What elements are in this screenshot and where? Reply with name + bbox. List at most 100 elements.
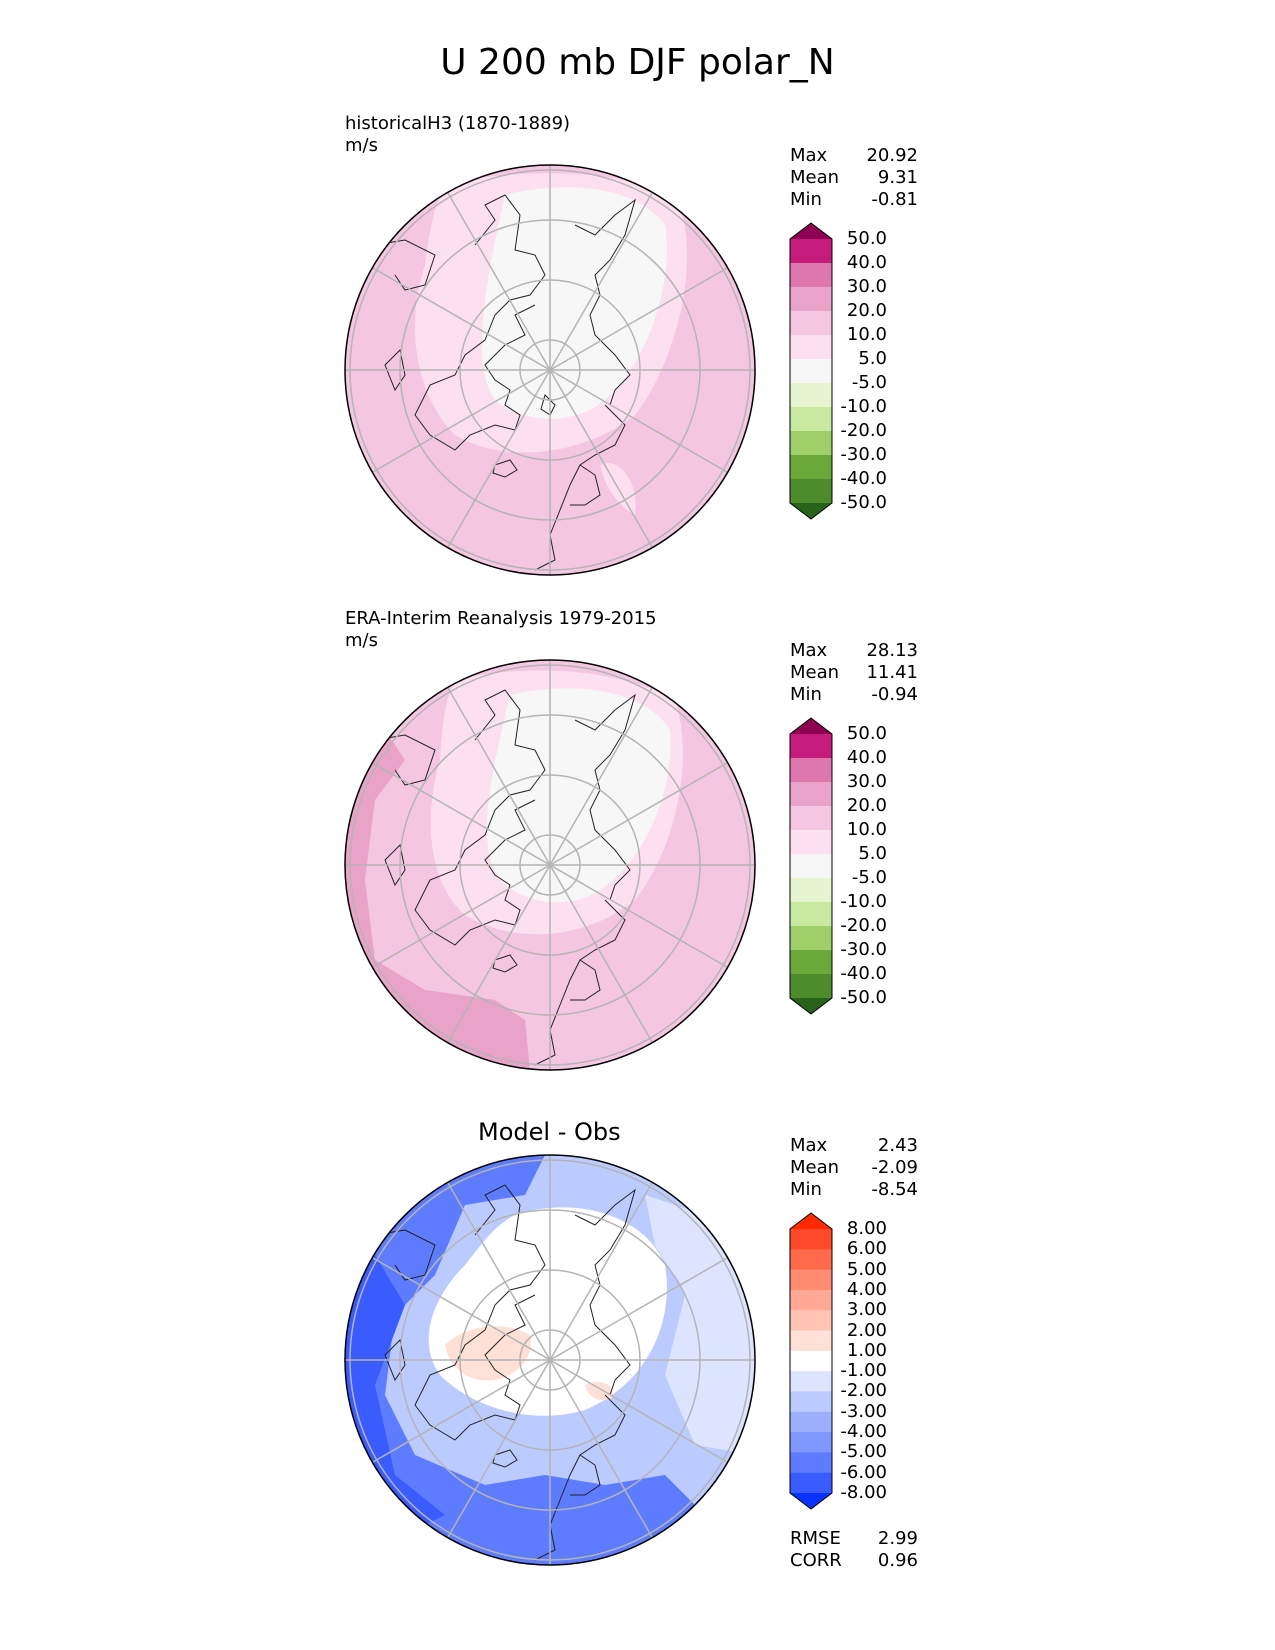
- colorbar-segment: [790, 1452, 832, 1474]
- map-3-boundary: [344, 1154, 756, 1566]
- colorbar-tick-label: -30.0: [840, 444, 887, 465]
- map-1-band-core: [481, 187, 667, 419]
- colorbar-outline: [789, 717, 833, 1015]
- colorbar-tick-label: 20.0: [846, 795, 887, 816]
- stat-value: 9.31: [877, 167, 918, 188]
- colorbar-segment: [790, 1330, 832, 1352]
- panel-3-title: Model - Obs: [478, 1118, 621, 1146]
- colorbar-outline: [789, 1212, 833, 1510]
- map-2-coastlines: [374, 689, 636, 1066]
- stat-label: Max: [790, 145, 828, 166]
- colorbar-tick-label: -40.0: [840, 468, 887, 489]
- panel-2-map: [344, 659, 756, 1071]
- stat-label: Min: [790, 684, 822, 705]
- colorbar-segment: [790, 1249, 832, 1271]
- colorbar-segment: [790, 287, 832, 312]
- colorbar-tick-label: 40.0: [846, 252, 887, 273]
- colorbar-tick-label: 20.0: [846, 300, 887, 321]
- colorbar-tick-label: -40.0: [840, 963, 887, 984]
- map-3-weak-neg: [645, 1195, 755, 1455]
- colorbar-segment: [790, 263, 832, 288]
- panel-1-units: m/s: [345, 135, 378, 156]
- map-1-coastlines: [374, 194, 636, 571]
- colorbar-tick-label: 6.00: [846, 1238, 887, 1260]
- colorbar-segment: [790, 455, 832, 480]
- map-2-band-core: [486, 688, 671, 903]
- colorbar-tick-label: 10.0: [846, 324, 887, 345]
- colorbar-tick-label: 5.0: [858, 348, 887, 369]
- colorbar-tick-label: -5.00: [840, 1441, 887, 1463]
- colorbar-tick-label: 3.00: [846, 1299, 887, 1321]
- colorbar-tick-label: 5.0: [858, 843, 887, 864]
- colorbar-segment: [790, 1371, 832, 1392]
- metric-label: CORR: [790, 1550, 842, 1571]
- colorbar-tick-label: 1.00: [846, 1339, 887, 1361]
- colorbar-segment: [790, 383, 832, 408]
- colorbar-tick-label: 5.00: [846, 1258, 887, 1280]
- stat-value: -2.09: [871, 1157, 918, 1178]
- colorbar-tick-label: 30.0: [846, 771, 887, 792]
- panel-1-title: historicalH3 (1870-1889): [345, 113, 571, 134]
- map-1-graticule: [345, 165, 755, 575]
- colorbar-tick-label: -10.0: [840, 891, 887, 912]
- panel-2-stats: Max 28.13 Mean 11.41 Min -0.94: [790, 640, 918, 706]
- colorbar-extend-min: [790, 998, 832, 1014]
- colorbar-extend-max: [790, 223, 832, 239]
- colorbar-segment: [790, 806, 832, 831]
- panel-1-map: [344, 164, 756, 576]
- colorbar-segment: [790, 479, 832, 504]
- colorbar-outline: [789, 222, 833, 520]
- colorbar-tick-label: 50.0: [846, 723, 887, 744]
- panel-1-colorbar: [789, 222, 833, 520]
- stat-label: Max: [790, 1135, 828, 1156]
- map-2-boundary: [344, 659, 756, 1071]
- colorbar-tick-label: 2.00: [846, 1319, 887, 1341]
- panel-1-stats: Max 20.92 Mean 9.31 Min -0.81: [790, 145, 918, 211]
- colorbar-tick-label: -30.0: [840, 939, 887, 960]
- colorbar-tick-label: -50.0: [840, 987, 887, 1008]
- colorbar-tick-label: -2.00: [840, 1380, 887, 1402]
- colorbar-segment: [790, 1269, 832, 1291]
- metric-value: 2.99: [877, 1528, 918, 1549]
- stat-value: 11.41: [866, 662, 918, 683]
- colorbar-tick-label: 10.0: [846, 819, 887, 840]
- panel-3-colorbar: [789, 1212, 833, 1510]
- stat-label: Mean: [790, 662, 840, 683]
- colorbar-segment: [790, 878, 832, 903]
- panel-3-map: [344, 1154, 756, 1566]
- panel-2-colorbar: [789, 717, 833, 1015]
- colorbar-segment: [790, 1229, 832, 1250]
- map-2-graticule: [345, 660, 755, 1070]
- colorbar-segment: [790, 926, 832, 951]
- colorbar-tick-label: -20.0: [840, 915, 887, 936]
- map-1-boundary: [344, 164, 756, 576]
- colorbar-tick-label: -8.00: [840, 1482, 887, 1503]
- map-3-positive-patch: [445, 1326, 531, 1381]
- stat-label: Mean: [790, 1157, 840, 1178]
- panel-2-title: ERA-Interim Reanalysis 1979-2015: [345, 608, 657, 629]
- stat-value: -0.81: [871, 189, 918, 210]
- map-3-graticule: [345, 1155, 755, 1565]
- panel-3-stats: Max 2.43 Mean -2.09 Min -8.54: [790, 1135, 918, 1201]
- colorbar-segment: [790, 407, 832, 432]
- figure-title: U 200 mb DJF polar_N: [440, 42, 835, 83]
- colorbar-tick-label: 50.0: [846, 228, 887, 249]
- colorbar-tick-label: 40.0: [846, 747, 887, 768]
- colorbar-segment: [790, 239, 832, 264]
- colorbar-segment: [790, 758, 832, 783]
- colorbar-tick-label: -4.00: [840, 1421, 887, 1443]
- colorbar-segment: [790, 830, 832, 855]
- stat-value: 28.13: [866, 640, 918, 661]
- colorbar-segment: [790, 902, 832, 927]
- metric-label: RMSE: [790, 1528, 841, 1549]
- colorbar-segment: [790, 1472, 832, 1494]
- metric-value: 0.96: [877, 1550, 918, 1571]
- colorbar-segment: [790, 1289, 832, 1311]
- colorbar-segment: [790, 335, 832, 360]
- colorbar-tick-label: -50.0: [840, 492, 887, 513]
- stat-label: Max: [790, 640, 828, 661]
- colorbar-tick-label: -1.00: [840, 1360, 887, 1382]
- colorbar-tick-label: 4.00: [846, 1278, 887, 1300]
- colorbar-segment: [790, 974, 832, 999]
- colorbar-extend-min: [790, 1493, 832, 1509]
